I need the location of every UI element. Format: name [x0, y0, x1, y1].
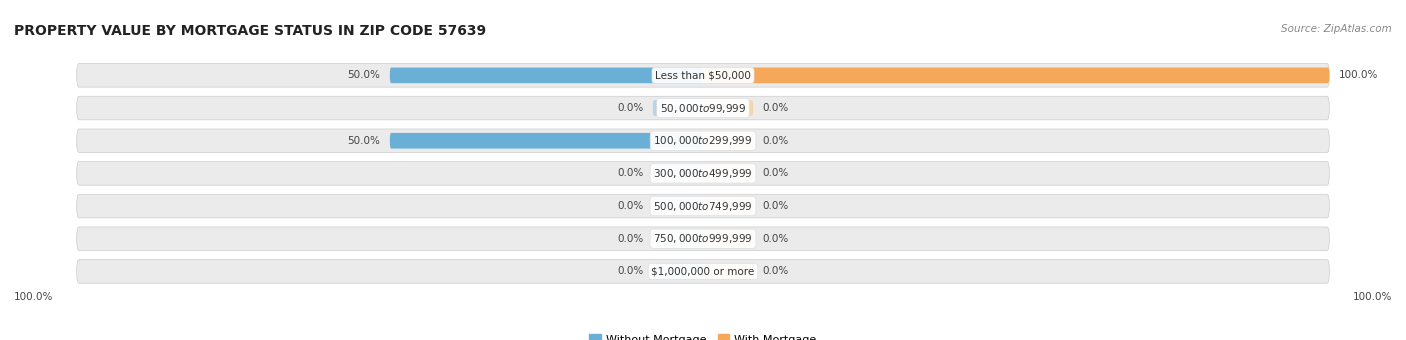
Text: 50.0%: 50.0%: [347, 136, 381, 146]
FancyBboxPatch shape: [703, 264, 754, 279]
FancyBboxPatch shape: [77, 260, 1329, 283]
FancyBboxPatch shape: [77, 129, 1329, 152]
FancyBboxPatch shape: [652, 166, 703, 181]
Text: 100.0%: 100.0%: [1353, 292, 1392, 302]
Text: $1,000,000 or more: $1,000,000 or more: [651, 267, 755, 276]
FancyBboxPatch shape: [77, 227, 1329, 251]
FancyBboxPatch shape: [77, 96, 1329, 120]
Text: 0.0%: 0.0%: [762, 201, 789, 211]
Text: 50.0%: 50.0%: [347, 70, 381, 80]
FancyBboxPatch shape: [652, 100, 703, 116]
FancyBboxPatch shape: [703, 231, 754, 246]
FancyBboxPatch shape: [652, 264, 703, 279]
FancyBboxPatch shape: [77, 194, 1329, 218]
Text: 0.0%: 0.0%: [617, 234, 644, 244]
FancyBboxPatch shape: [703, 166, 754, 181]
Text: 0.0%: 0.0%: [762, 267, 789, 276]
FancyBboxPatch shape: [77, 64, 1329, 87]
Text: 0.0%: 0.0%: [762, 234, 789, 244]
Text: 0.0%: 0.0%: [762, 168, 789, 179]
Text: 0.0%: 0.0%: [617, 168, 644, 179]
Text: $500,000 to $749,999: $500,000 to $749,999: [654, 200, 752, 212]
Text: 0.0%: 0.0%: [617, 103, 644, 113]
FancyBboxPatch shape: [652, 198, 703, 214]
FancyBboxPatch shape: [652, 231, 703, 246]
Text: $50,000 to $99,999: $50,000 to $99,999: [659, 102, 747, 115]
Text: PROPERTY VALUE BY MORTGAGE STATUS IN ZIP CODE 57639: PROPERTY VALUE BY MORTGAGE STATUS IN ZIP…: [14, 24, 486, 38]
Text: 100.0%: 100.0%: [1339, 70, 1378, 80]
FancyBboxPatch shape: [703, 68, 1329, 83]
FancyBboxPatch shape: [389, 68, 703, 83]
FancyBboxPatch shape: [77, 162, 1329, 185]
FancyBboxPatch shape: [703, 198, 754, 214]
FancyBboxPatch shape: [703, 133, 754, 149]
Text: 0.0%: 0.0%: [762, 136, 789, 146]
FancyBboxPatch shape: [389, 133, 703, 149]
Text: 100.0%: 100.0%: [14, 292, 53, 302]
Text: 0.0%: 0.0%: [617, 201, 644, 211]
Text: $750,000 to $999,999: $750,000 to $999,999: [654, 232, 752, 245]
Legend: Without Mortgage, With Mortgage: Without Mortgage, With Mortgage: [585, 330, 821, 340]
Text: 0.0%: 0.0%: [762, 103, 789, 113]
Text: 0.0%: 0.0%: [617, 267, 644, 276]
Text: $100,000 to $299,999: $100,000 to $299,999: [654, 134, 752, 147]
Text: $300,000 to $499,999: $300,000 to $499,999: [654, 167, 752, 180]
Text: Source: ZipAtlas.com: Source: ZipAtlas.com: [1281, 24, 1392, 34]
Text: Less than $50,000: Less than $50,000: [655, 70, 751, 80]
FancyBboxPatch shape: [703, 100, 754, 116]
